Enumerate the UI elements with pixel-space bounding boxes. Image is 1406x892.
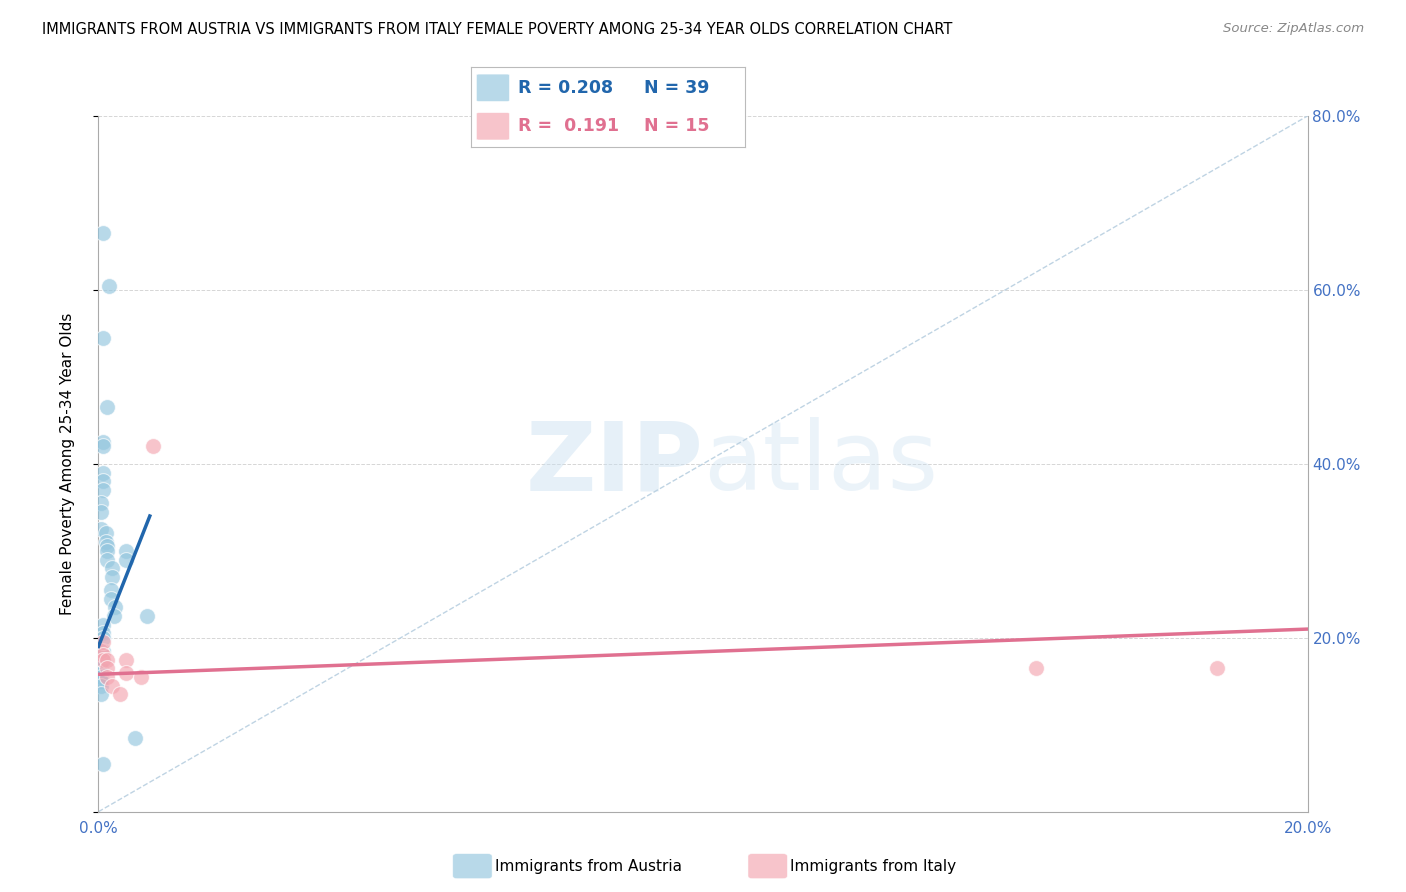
Point — [91, 474, 114, 488]
Text: N = 15: N = 15 — [644, 118, 709, 136]
Text: Immigrants from Italy: Immigrants from Italy — [790, 859, 956, 873]
Point — [96, 401, 118, 415]
Text: R =  0.191: R = 0.191 — [517, 118, 619, 136]
Point — [90, 661, 112, 675]
Point — [100, 591, 122, 606]
Point — [100, 561, 122, 575]
Point — [91, 644, 114, 658]
Point — [1024, 661, 1046, 675]
Point — [91, 440, 114, 454]
Point — [108, 687, 131, 701]
Point — [91, 652, 114, 666]
Point — [91, 648, 114, 662]
Point — [124, 731, 146, 745]
Point — [96, 670, 118, 684]
Text: ZIP: ZIP — [524, 417, 703, 510]
FancyBboxPatch shape — [477, 112, 509, 140]
Point — [91, 631, 114, 645]
Point — [90, 522, 112, 536]
Point — [96, 552, 118, 566]
Point — [114, 552, 136, 566]
Text: atlas: atlas — [703, 417, 938, 510]
Point — [94, 535, 117, 549]
Point — [98, 278, 121, 293]
Text: IMMIGRANTS FROM AUSTRIA VS IMMIGRANTS FROM ITALY FEMALE POVERTY AMONG 25-34 YEAR: IMMIGRANTS FROM AUSTRIA VS IMMIGRANTS FR… — [42, 22, 952, 37]
Text: Immigrants from Austria: Immigrants from Austria — [495, 859, 682, 873]
FancyBboxPatch shape — [477, 74, 509, 102]
Point — [90, 679, 112, 693]
Point — [91, 652, 114, 666]
Point — [91, 756, 114, 771]
Point — [96, 540, 118, 554]
Point — [96, 652, 118, 666]
Point — [90, 674, 112, 689]
Point — [91, 435, 114, 450]
Point — [100, 679, 122, 693]
Point — [91, 466, 114, 480]
Point — [91, 227, 114, 241]
Point — [135, 609, 157, 624]
Point — [91, 483, 114, 497]
Point — [1206, 661, 1229, 675]
Point — [94, 526, 117, 541]
Point — [91, 626, 114, 640]
Point — [91, 635, 114, 649]
Point — [104, 600, 127, 615]
Point — [90, 644, 112, 658]
Y-axis label: Female Poverty Among 25-34 Year Olds: Female Poverty Among 25-34 Year Olds — [60, 313, 75, 615]
Point — [91, 617, 114, 632]
Point — [90, 496, 112, 510]
Text: Source: ZipAtlas.com: Source: ZipAtlas.com — [1223, 22, 1364, 36]
Point — [96, 543, 118, 558]
Point — [114, 543, 136, 558]
Point — [114, 665, 136, 680]
Point — [91, 331, 114, 345]
Point — [142, 440, 165, 454]
Point — [90, 505, 112, 519]
Text: N = 39: N = 39 — [644, 78, 709, 96]
Point — [103, 609, 125, 624]
Point — [90, 687, 112, 701]
Point — [114, 652, 136, 666]
Point — [100, 570, 122, 584]
Point — [90, 665, 112, 680]
Point — [96, 661, 118, 675]
Point — [100, 582, 122, 597]
Text: R = 0.208: R = 0.208 — [517, 78, 613, 96]
Point — [90, 670, 112, 684]
Point — [129, 670, 152, 684]
